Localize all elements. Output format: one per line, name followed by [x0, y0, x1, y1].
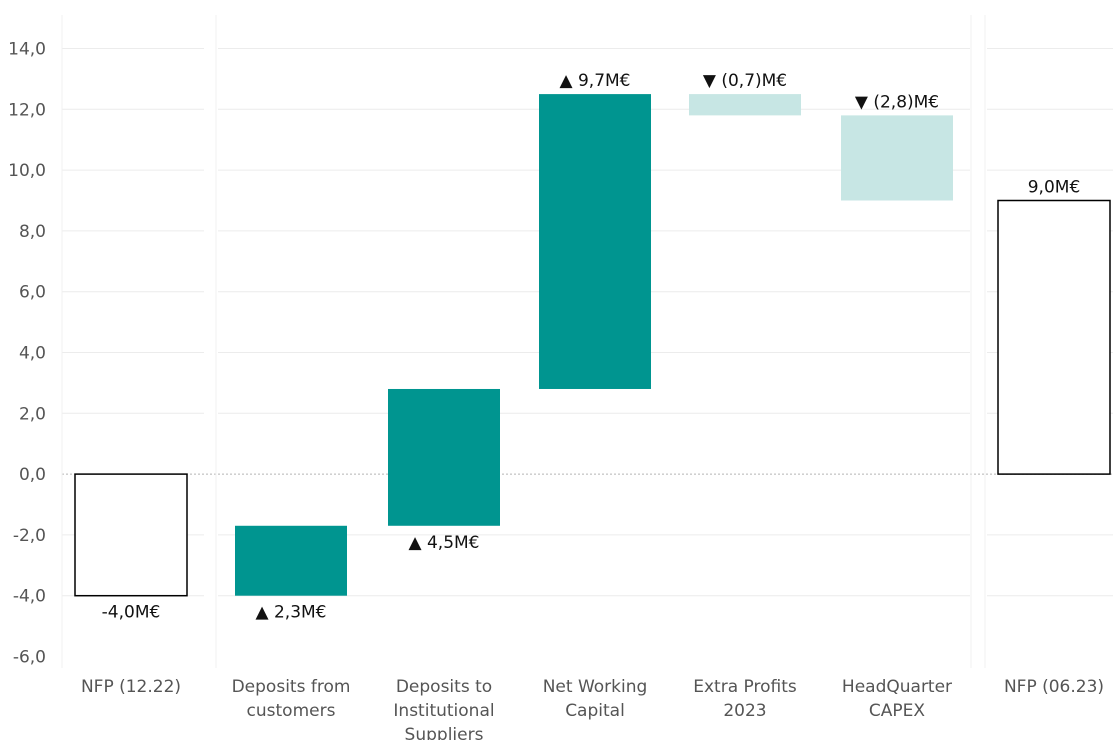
data-label: ▲ 9,7M€	[560, 71, 631, 91]
x-axis: NFP (12.22) Deposits from customers Deposit…	[81, 677, 1104, 740]
data-label: 9,0M€	[1028, 178, 1081, 198]
x-tick-label: NFP (06.23)	[1004, 677, 1104, 697]
data-label: ▲ 2,3M€	[256, 603, 327, 623]
y-tick-label: 12,0	[8, 100, 46, 120]
y-tick-label: 8,0	[19, 222, 46, 242]
data-labels: -4,0M€ ▲ 2,3M€ ▲ 4,5M€ ▲ 9,7M€ ▼ (0,7)M€ ▼ (2…	[102, 71, 1081, 623]
bar-decrease	[689, 94, 801, 116]
y-tick-label: 0,0	[19, 465, 46, 485]
y-tick-label: -2,0	[13, 526, 46, 546]
bar-increase	[235, 525, 347, 596]
y-tick-label: 2,0	[19, 404, 46, 424]
data-label: -4,0M€	[102, 603, 161, 623]
x-tick-label: Capital	[565, 701, 625, 721]
x-tick-label: Deposits to	[396, 677, 492, 697]
data-label: ▼ (2,8)M€	[855, 92, 939, 112]
y-tick-label: 6,0	[19, 283, 46, 303]
y-tick-label: 4,0	[19, 344, 46, 364]
x-tick-label: Suppliers	[405, 725, 484, 740]
data-label: ▲ 4,5M€	[409, 533, 480, 553]
bar-increase	[539, 94, 651, 389]
x-tick-label: CAPEX	[869, 701, 925, 721]
y-axis: -6,0 -4,0 -2,0 0,0 2,0 4,0 6,0 8,0 10,0 12,0 14,0	[8, 40, 46, 668]
x-tick-label: Net Working	[543, 677, 648, 697]
x-tick-label: Deposits from	[232, 677, 351, 697]
x-tick-label: 2023	[723, 701, 766, 721]
x-tick-label: Extra Profits	[693, 677, 797, 697]
x-tick-label: customers	[247, 701, 336, 721]
bar-total	[997, 199, 1111, 475]
data-label: ▼ (0,7)M€	[703, 71, 787, 91]
bar-decrease	[841, 115, 953, 201]
x-tick-label: Institutional	[393, 701, 494, 721]
y-tick-label: -4,0	[13, 587, 46, 607]
y-tick-label: 10,0	[8, 161, 46, 181]
y-tick-label: 14,0	[8, 40, 46, 60]
bars	[74, 94, 1111, 597]
panel-separators	[61, 15, 986, 668]
x-tick-label: NFP (12.22)	[81, 677, 181, 697]
y-tick-label: -6,0	[13, 648, 46, 668]
bar-increase	[388, 388, 500, 526]
x-tick-label: HeadQuarter	[842, 677, 952, 697]
bar-total	[74, 473, 188, 597]
